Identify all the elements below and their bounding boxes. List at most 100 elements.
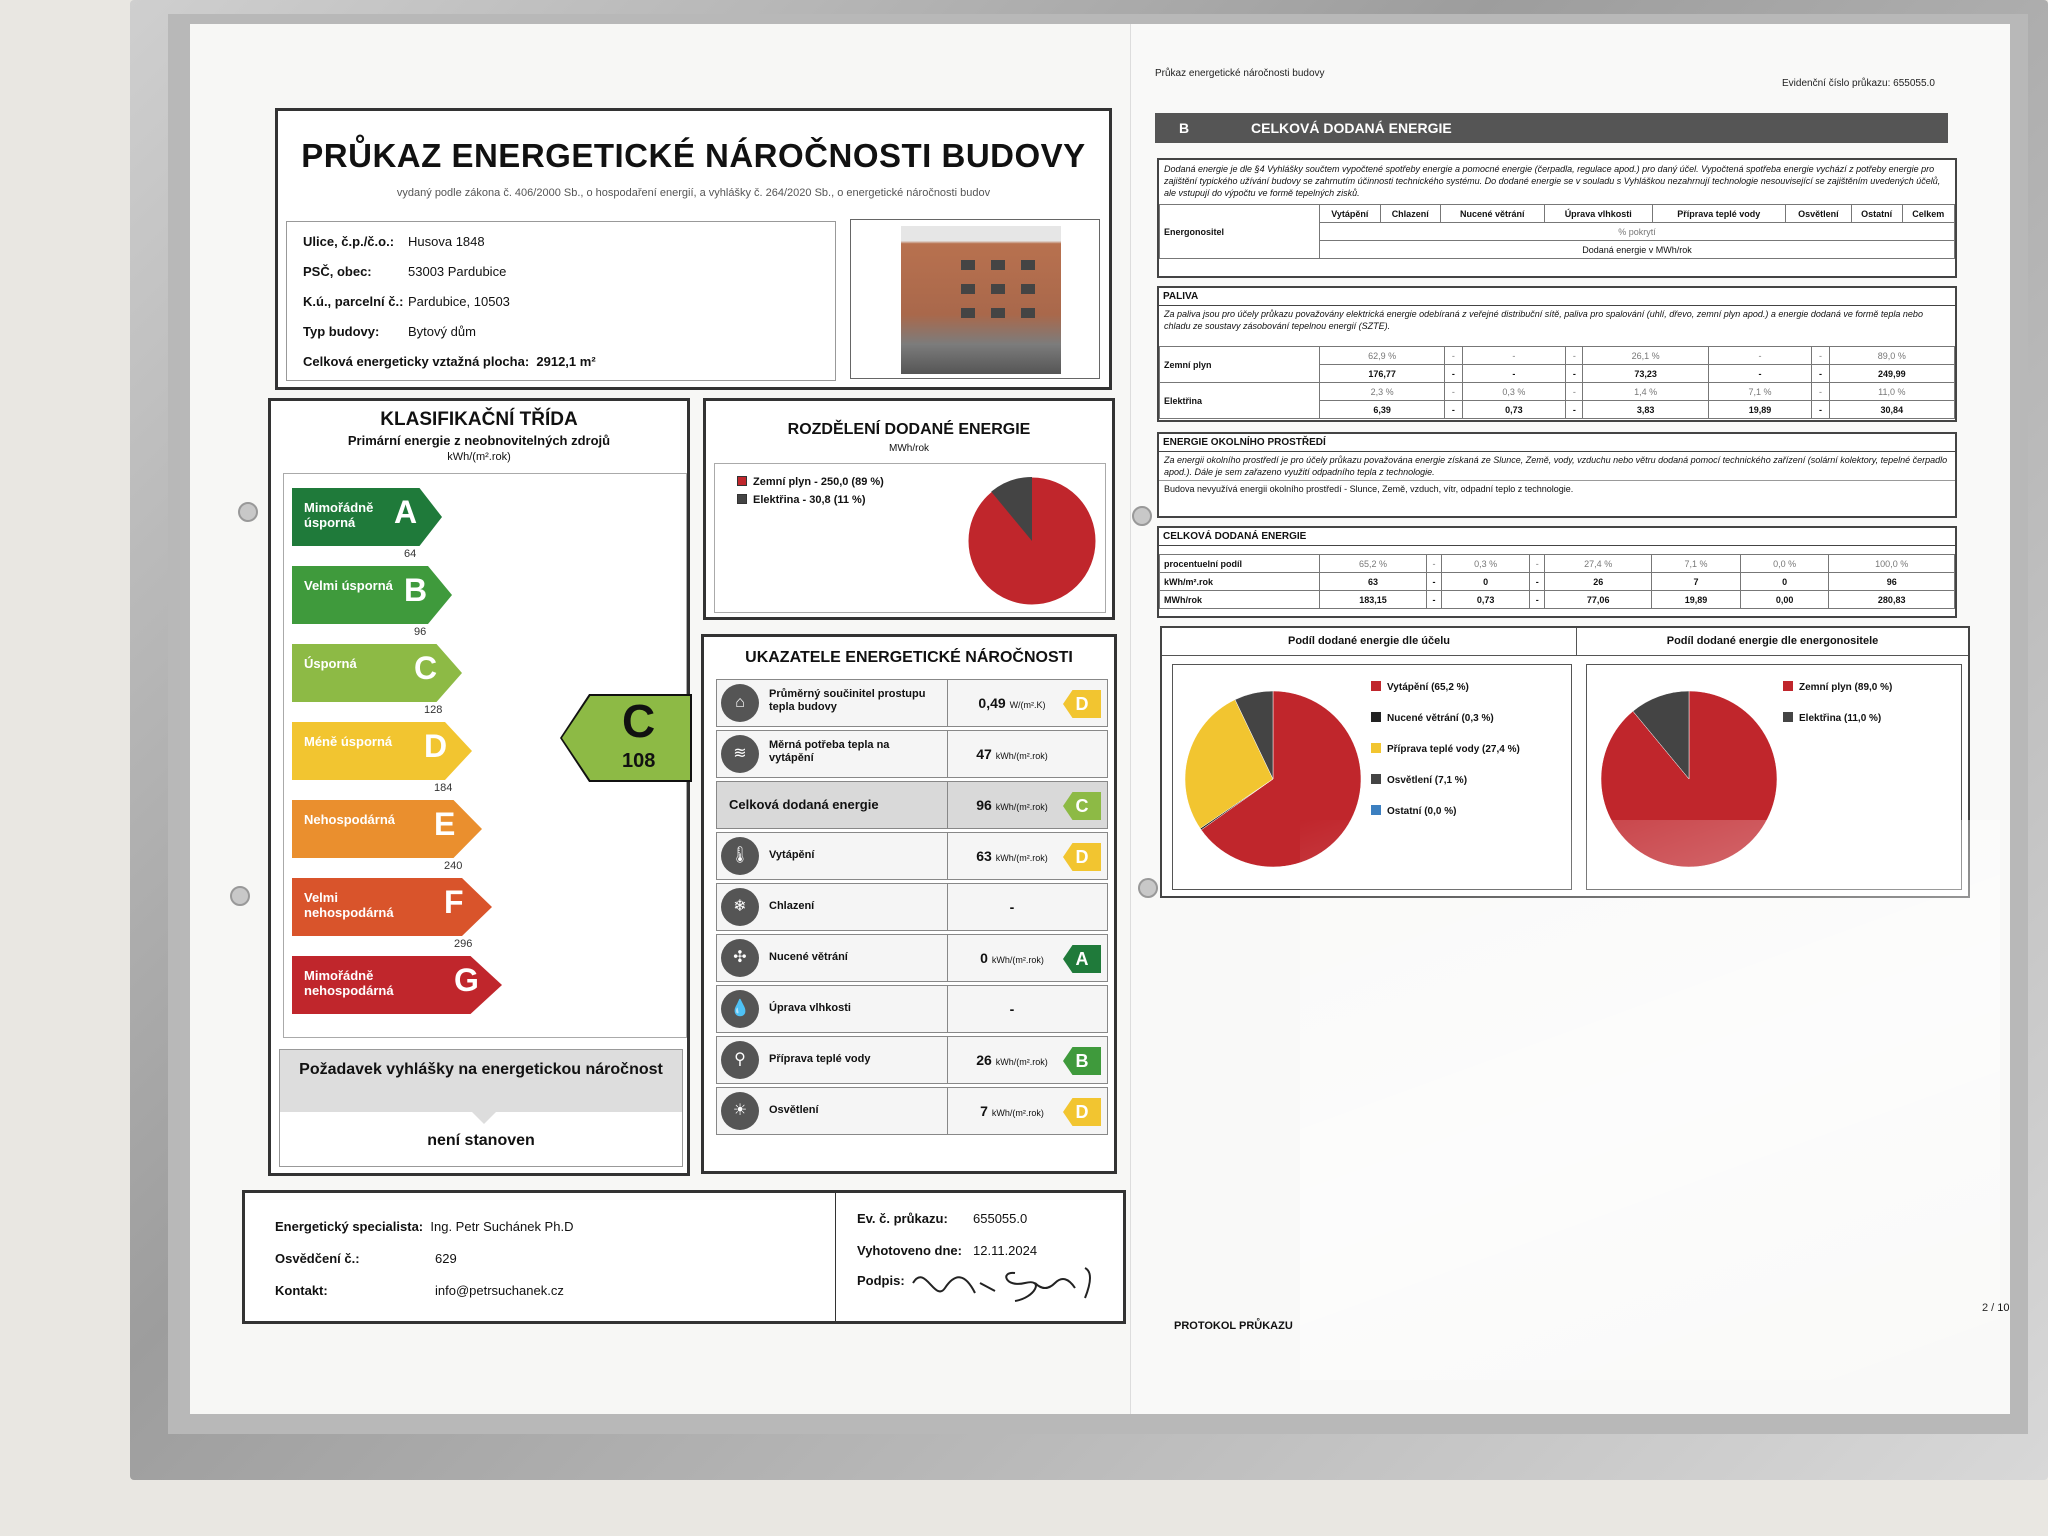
current-class-indicator: C 108 xyxy=(560,694,692,782)
current-class-letter: C xyxy=(622,695,656,747)
indicator-class-badge: B xyxy=(1063,1047,1101,1075)
class-boundary-tick: 128 xyxy=(424,704,443,716)
contact-row: Kontakt: info@petrsuchanek.cz xyxy=(275,1283,564,1298)
indicator-row: ≋ Měrná potřeba tepla na vytápění 47 kWh/(… xyxy=(716,730,1108,778)
distribution-panel: Zemní plyn - 250,0 (89 %) Elektřina - 30… xyxy=(714,463,1106,613)
thermometer-icon: 🌡 xyxy=(721,837,759,875)
table-cell: 280,83 xyxy=(1828,590,1955,609)
carrier-chart-title: Podíl dodané energie dle energonositele xyxy=(1577,628,1968,656)
column-lighting: Osvětlení xyxy=(1784,204,1852,223)
building-photo xyxy=(850,219,1100,379)
coverage-subheader: % pokrytí xyxy=(1319,222,1955,241)
certificate-number-row: Osvědčení č.: 629 xyxy=(275,1251,457,1266)
area-value: 2912,1 m² xyxy=(536,354,596,369)
indicator-row: ⚲ Příprava teplé vody 26 kWh/(m².rok) B xyxy=(716,1036,1108,1084)
energy-carrier-label: Energonositel xyxy=(1159,204,1320,259)
indicator-value: 63 kWh/(m².rok) xyxy=(976,848,1048,864)
pie-legend-item: Nucené větrání (0,3 %) xyxy=(1371,712,1494,724)
table-cell: 183,15 xyxy=(1318,590,1428,609)
table-cell: 3,83 xyxy=(1582,400,1709,419)
section-band: B CELKOVÁ DODANÁ ENERGIE xyxy=(1155,113,1948,143)
table-cell: - xyxy=(1565,382,1584,401)
table-cell: - xyxy=(1707,364,1813,383)
row-label: procentuelní podíl xyxy=(1159,554,1320,573)
pie-slice xyxy=(1184,699,1274,829)
indicator-class-badge: D xyxy=(1063,1098,1101,1126)
info-row: Typ budovy: Bytový dům xyxy=(303,324,476,339)
pie-legend-item: Vytápění (65,2 %) xyxy=(1371,681,1469,693)
indicators-title: UKAZATELE ENERGETICKÉ NÁROČNOSTI xyxy=(745,649,1073,666)
specialist-row: Energetický specialista: Ing. Petr Suchá… xyxy=(275,1219,574,1234)
table-cell: 100,0 % xyxy=(1828,554,1955,573)
row-label: MWh/rok xyxy=(1159,590,1320,609)
table-cell: - xyxy=(1811,346,1830,365)
table-cell: - xyxy=(1529,590,1546,609)
indicator-name: Chlazení xyxy=(769,900,815,912)
page-number: 2 / 10 xyxy=(1982,1302,2010,1314)
class-label: Úsporná xyxy=(304,656,357,671)
class-letter: B xyxy=(404,572,428,608)
punch-hole xyxy=(1132,506,1152,526)
punch-hole xyxy=(230,886,250,906)
class-letter: A xyxy=(394,494,418,530)
class-boundary-tick: 240 xyxy=(444,860,463,872)
distribution-title: ROZDĚLENÍ DODANÉ ENERGIE xyxy=(787,421,1031,438)
signature xyxy=(912,1267,1091,1302)
environment-text: Budova nevyužívá energii okolního prostř… xyxy=(1159,480,1955,497)
table-cell: 1,4 % xyxy=(1582,382,1709,401)
class-label: Méně úsporná xyxy=(304,734,393,749)
column-cooling: Chlazení xyxy=(1379,204,1441,223)
class-boundary-tick: 64 xyxy=(404,548,417,560)
column-hot-water: Příprava teplé vody xyxy=(1651,204,1786,223)
table-cell: 63 xyxy=(1318,572,1428,591)
class-label: Velmi nehospodárná xyxy=(304,890,394,920)
table-cell: 11,0 % xyxy=(1828,382,1956,401)
class-label: Mimořádně nehospodárná xyxy=(304,968,394,998)
table-cell: - xyxy=(1707,346,1813,365)
indicator-class-badge: A xyxy=(1063,945,1101,973)
table-cell: - xyxy=(1811,364,1830,383)
protocol-footer: PROTOKOL PRŮKAZU xyxy=(1174,1320,1293,1332)
table-cell: - xyxy=(1529,572,1546,591)
class-label: Velmi úsporná xyxy=(304,578,393,593)
house-icon: ⌂ xyxy=(721,684,759,722)
table-cell: 0,73 xyxy=(1461,400,1567,419)
pie-legend-item: Osvětlení (7,1 %) xyxy=(1371,774,1467,786)
pie-legend-item: Zemní plyn (89,0 %) xyxy=(1783,681,1892,693)
total-title: CELKOVÁ DODANÁ ENERGIE xyxy=(1159,528,1955,546)
table-cell: - xyxy=(1565,346,1584,365)
current-class-value: 108 xyxy=(622,750,656,772)
table-cell: 62,9 % xyxy=(1318,346,1446,365)
share-charts: Podíl dodané energie dle účelu Podíl dod… xyxy=(1160,626,1970,898)
indicator-value: 96 kWh/(m².rok) xyxy=(976,797,1048,813)
table-cell: 249,99 xyxy=(1828,364,1956,383)
row-label: kWh/m².rok xyxy=(1159,572,1320,591)
carrier-pie xyxy=(1600,690,1778,868)
table-row: Elektřina 2,3 % -0,3 % -1,4 % 7,1 % -11,0 % xyxy=(1159,382,1956,419)
table-cell: 19,89 xyxy=(1707,400,1813,419)
class-letter: C xyxy=(414,650,438,686)
purpose-chart-title: Podíl dodané energie dle účelu xyxy=(1162,628,1577,656)
delivered-subheader: Dodaná energie v MWh/rok xyxy=(1319,240,1955,259)
column-humidity: Úprava vlhkosti xyxy=(1543,204,1653,223)
table-cell: 26,1 % xyxy=(1582,346,1709,365)
fuels-note: Za paliva jsou pro účely průkazu považov… xyxy=(1164,309,1923,331)
indicators-section: UKAZATELE ENERGETICKÉ NÁROČNOSTI ⌂ Průměr… xyxy=(701,634,1117,1174)
table-cell: 0,0 % xyxy=(1739,554,1830,573)
info-row: K.ú., parcelní č.: Pardubice, 10503 xyxy=(303,294,510,309)
fuels-box: PALIVA Za paliva jsou pro účely průkazu … xyxy=(1157,286,1957,422)
environment-note: Za energii okolního prostředí je pro úče… xyxy=(1164,455,1948,477)
cooling-thermometer-icon: ❄ xyxy=(721,888,759,926)
table-cell: 0 xyxy=(1739,572,1830,591)
classification-title: KLASIFIKAČNÍ TŘÍDA xyxy=(380,409,578,430)
table-cell: 6,39 xyxy=(1318,400,1446,419)
table-cell: 176,77 xyxy=(1318,364,1446,383)
distribution-pie xyxy=(967,476,1097,606)
table-cell: 0,73 xyxy=(1440,590,1531,609)
fan-icon: ✣ xyxy=(721,939,759,977)
table-cell: 0 xyxy=(1440,572,1531,591)
light-bulb-icon: ☀ xyxy=(721,1092,759,1130)
requirement-box: Požadavek vyhlášky na energetickou nároč… xyxy=(279,1049,683,1167)
energy-class-scale: Mimořádně úsporná A 64 Velmi úsporná B 96 Úspo… xyxy=(283,473,692,1038)
table-cell: - xyxy=(1811,400,1830,419)
